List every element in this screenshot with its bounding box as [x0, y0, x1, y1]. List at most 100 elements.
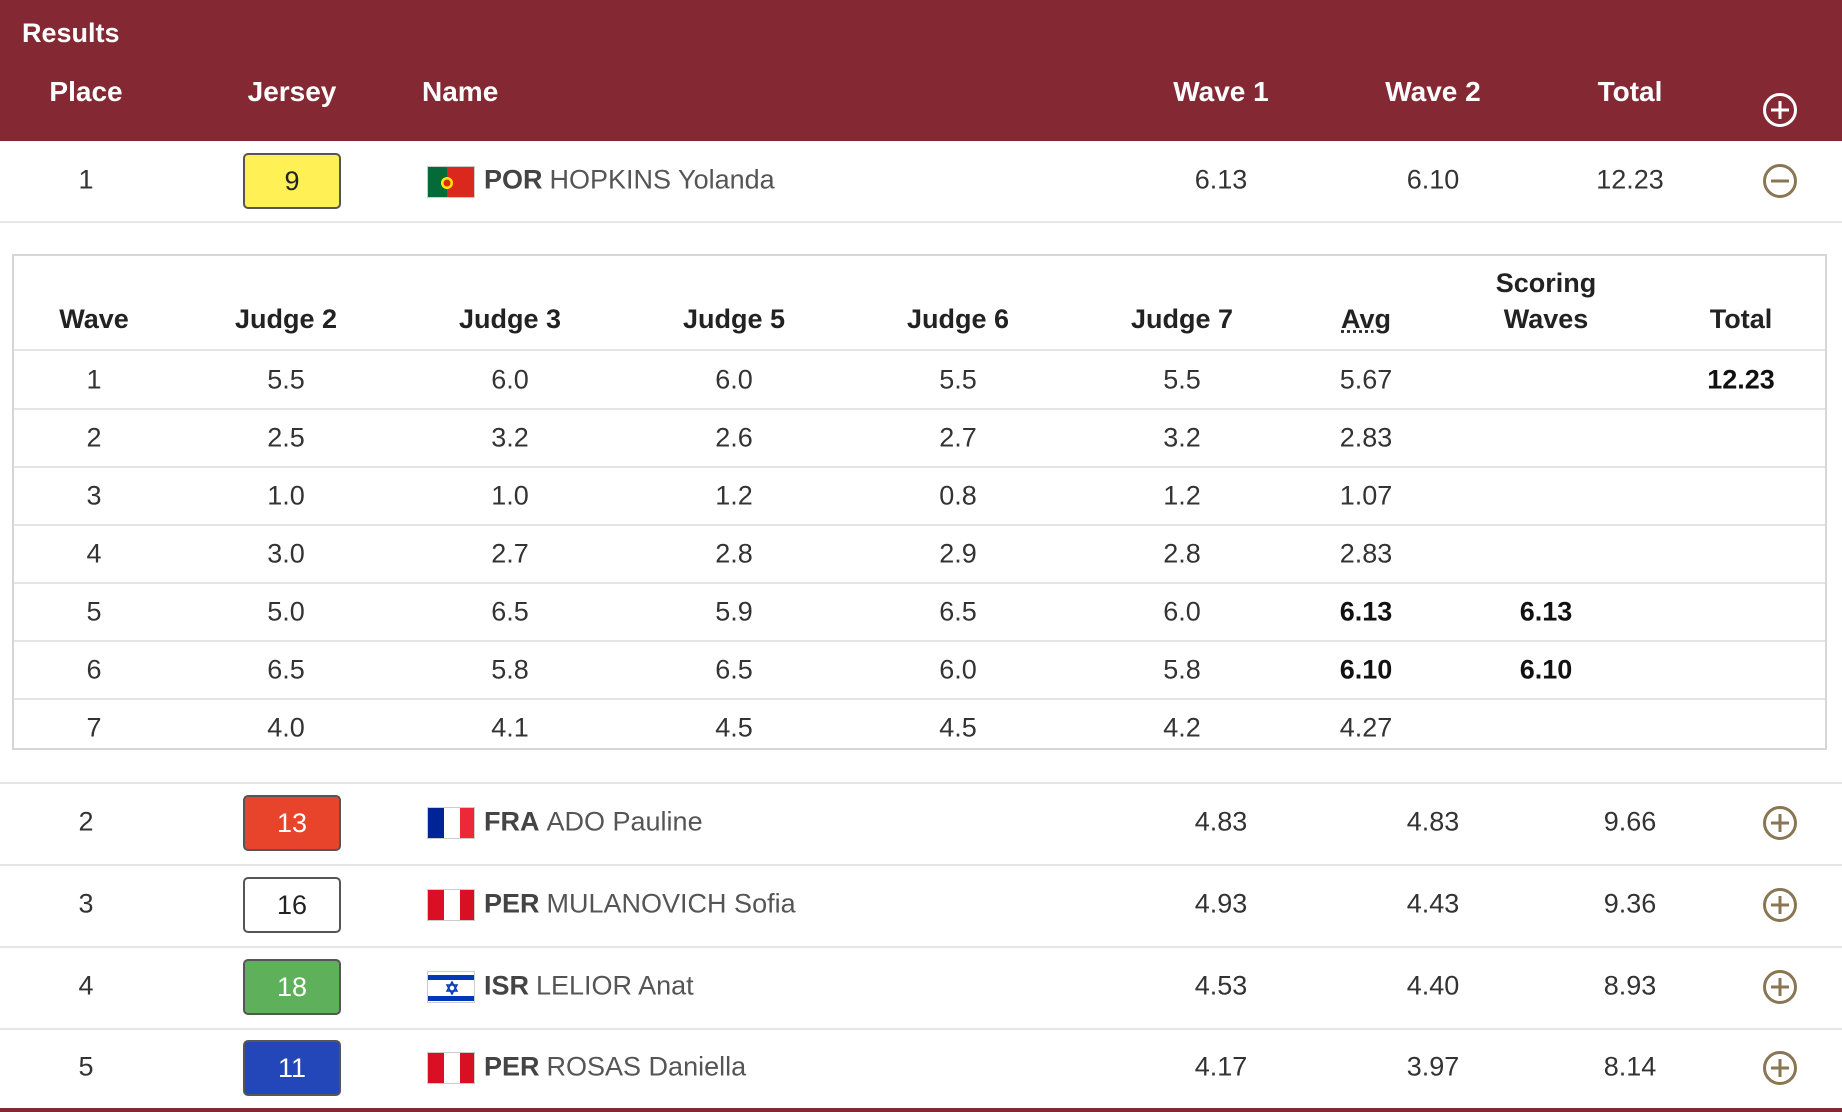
detail-scoring: 6.13 — [1519, 596, 1573, 627]
detail-row-divider — [14, 408, 1825, 410]
row-divider — [0, 221, 1842, 223]
row-divider — [0, 864, 1842, 866]
athlete-fullname: MULANOVICH Sofia — [546, 888, 796, 919]
detail-judge2: 3.0 — [267, 538, 305, 569]
detail-col-total: Total — [1709, 304, 1773, 334]
place: 3 — [78, 888, 94, 919]
collapse-button[interactable] — [1763, 164, 1797, 198]
athlete-name: FRA ADO Pauline — [484, 807, 703, 838]
detail-judge6: 6.5 — [939, 596, 977, 627]
place: 4 — [78, 970, 94, 1001]
detail-judge2: 5.5 — [267, 364, 305, 395]
wave1-score: 4.83 — [1194, 806, 1248, 837]
athlete-name: PER MULANOVICH Sofia — [484, 889, 796, 920]
detail-col-judge2: Judge 2 — [234, 304, 338, 334]
results-header: Results Place Jersey Name Wave 1 Wave 2 … — [0, 0, 1842, 141]
total-score: 9.66 — [1603, 806, 1657, 837]
athlete-name: PER ROSAS Daniella — [484, 1052, 746, 1083]
wave2-score: 3.97 — [1406, 1051, 1460, 1082]
detail-judge7: 3.2 — [1163, 422, 1201, 453]
detail-judge7: 1.2 — [1163, 480, 1201, 511]
noc-code: ISR — [484, 970, 530, 1001]
detail-col-judge3: Judge 3 — [458, 304, 562, 334]
detail-judge2: 5.0 — [267, 596, 305, 627]
expand-button[interactable] — [1763, 1051, 1797, 1085]
detail-judge3: 4.1 — [491, 712, 529, 743]
detail-judge5: 2.6 — [715, 422, 753, 453]
detail-judge7: 5.5 — [1163, 364, 1201, 395]
place: 5 — [78, 1051, 94, 1082]
noc-code: FRA — [484, 806, 540, 837]
expand-all-button[interactable] — [1763, 93, 1797, 127]
detail-judge3: 3.2 — [491, 422, 529, 453]
detail-judge7: 4.2 — [1163, 712, 1201, 743]
detail-wave: 4 — [86, 538, 102, 569]
detail-judge2: 6.5 — [267, 654, 305, 685]
detail-col-judge6: Judge 6 — [906, 304, 1010, 334]
table-bottom-border — [0, 1108, 1842, 1112]
athlete-name: POR HOPKINS Yolanda — [484, 165, 775, 196]
wave1-score: 6.13 — [1194, 164, 1248, 195]
wave1-score: 4.53 — [1194, 970, 1248, 1001]
expand-button[interactable] — [1763, 970, 1797, 1004]
detail-judge3: 5.8 — [491, 654, 529, 685]
detail-judge5: 5.9 — [715, 596, 753, 627]
athlete-row[interactable]: 2 13 FRA ADO Pauline 4.83 4.83 9.66 — [0, 782, 1842, 864]
detail-row-divider — [14, 524, 1825, 526]
results-title: Results — [22, 18, 120, 48]
athlete-fullname: HOPKINS Yolanda — [549, 164, 775, 195]
detail-judge5: 6.0 — [715, 364, 753, 395]
expand-button[interactable] — [1763, 888, 1797, 922]
detail-wave: 5 — [86, 596, 102, 627]
detail-judge5: 4.5 — [715, 712, 753, 743]
detail-judge6: 5.5 — [939, 364, 977, 395]
col-place: Place — [49, 76, 123, 107]
col-wave2: Wave 2 — [1385, 76, 1481, 107]
athlete-row[interactable]: 3 16 PER MULANOVICH Sofia 4.93 4.43 9.36 — [0, 864, 1842, 946]
jersey-badge: 11 — [243, 1040, 341, 1096]
detail-col-scoring-1: Scoring — [1495, 268, 1597, 298]
wave2-score: 4.40 — [1406, 970, 1460, 1001]
total-score: 9.36 — [1603, 888, 1657, 919]
detail-judge5: 6.5 — [715, 654, 753, 685]
place: 2 — [78, 806, 94, 837]
detail-wave: 2 — [86, 422, 102, 453]
detail-judge5: 1.2 — [715, 480, 753, 511]
noc-code: PER — [484, 888, 540, 919]
detail-judge3: 6.5 — [491, 596, 529, 627]
detail-avg: 2.83 — [1339, 538, 1393, 569]
jersey-badge: 18 — [243, 959, 341, 1015]
row-divider — [0, 782, 1842, 784]
athlete-fullname: LELIOR Anat — [536, 970, 694, 1001]
detail-wave: 1 — [86, 364, 102, 395]
detail-judge6: 0.8 — [939, 480, 977, 511]
detail-row-divider — [14, 640, 1825, 642]
wave2-score: 4.83 — [1406, 806, 1460, 837]
wave1-score: 4.93 — [1194, 888, 1248, 919]
athlete-row[interactable]: 4 18 ISR LELIOR Anat 4.53 4.40 8.93 — [0, 946, 1842, 1028]
col-name: Name — [422, 76, 499, 107]
flag-per-icon — [427, 889, 475, 921]
noc-code: POR — [484, 164, 543, 195]
detail-row-divider — [14, 582, 1825, 584]
athlete-row[interactable]: 5 11 PER ROSAS Daniella 4.17 3.97 8.14 — [0, 1028, 1842, 1108]
detail-judge3: 1.0 — [491, 480, 529, 511]
detail-header-divider — [14, 349, 1825, 351]
detail-wave: 6 — [86, 654, 102, 685]
row-divider — [0, 946, 1842, 948]
wave1-score: 4.17 — [1194, 1051, 1248, 1082]
athlete-row[interactable]: 1 9 POR HOPKINS Yolanda 6.13 6.10 12.23 — [0, 141, 1842, 223]
place: 1 — [78, 164, 94, 195]
wave2-score: 4.43 — [1406, 888, 1460, 919]
detail-col-judge7: Judge 7 — [1130, 304, 1234, 334]
detail-judge2: 2.5 — [267, 422, 305, 453]
detail-avg: 2.83 — [1339, 422, 1393, 453]
col-jersey: Jersey — [247, 76, 337, 107]
jersey-badge: 16 — [243, 877, 341, 933]
expand-button[interactable] — [1763, 806, 1797, 840]
detail-judge6: 4.5 — [939, 712, 977, 743]
detail-col-wave: Wave — [59, 304, 129, 334]
detail-judge5: 2.8 — [715, 538, 753, 569]
total-score: 8.14 — [1603, 1051, 1657, 1082]
